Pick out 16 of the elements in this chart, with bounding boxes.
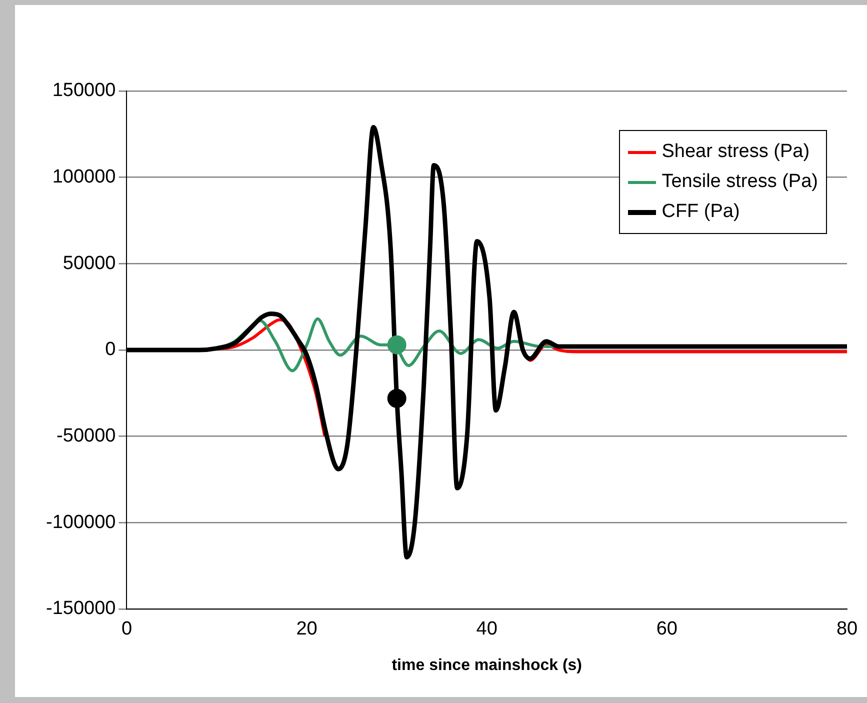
x-axis-title: time since mainshock (s) — [392, 656, 582, 674]
y-tick-label: 100000 — [52, 166, 116, 188]
legend-label: Shear stress (Pa) — [662, 140, 810, 164]
y-tick-label: 0 — [105, 339, 116, 360]
x-tick-label: 20 — [296, 618, 318, 640]
x-tick-label: 0 — [121, 618, 132, 640]
y-tick-label: 150000 — [52, 80, 116, 102]
legend-label: CFF (Pa) — [662, 200, 740, 224]
x-tick-label: 40 — [476, 618, 498, 640]
y-tick-label: -150000 — [46, 598, 116, 620]
y-tick-label: 50000 — [62, 252, 116, 274]
legend-label: Tensile stress (Pa) — [662, 170, 818, 194]
x-tick-label: 80 — [836, 618, 858, 640]
x-tick-label: 60 — [656, 618, 678, 640]
y-tick-label: -100000 — [46, 512, 116, 533]
y-tick-label: -50000 — [56, 426, 116, 447]
